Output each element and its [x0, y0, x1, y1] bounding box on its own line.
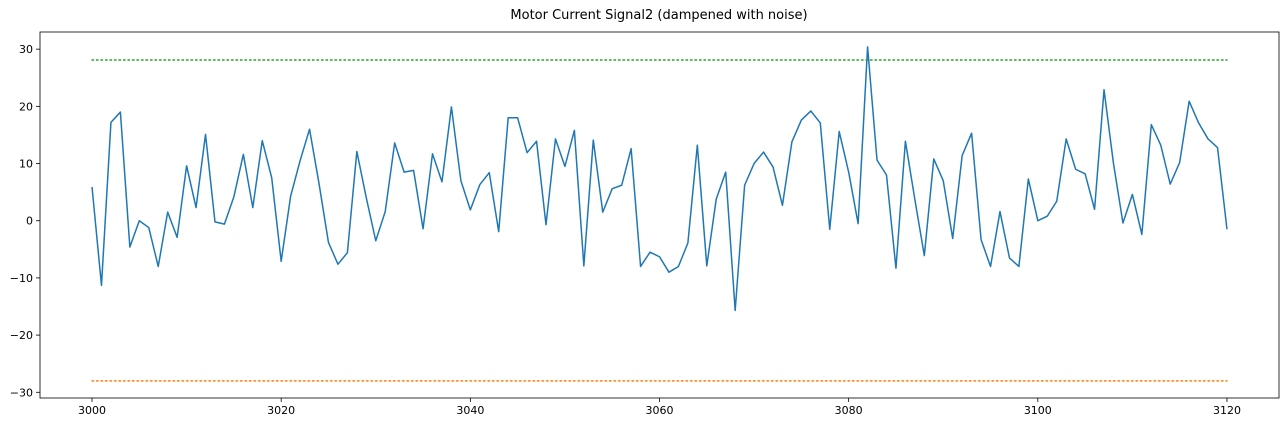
y-tick-label: 30: [19, 43, 33, 56]
x-tick-label: 3040: [456, 404, 484, 417]
x-tick-label: 3100: [1024, 404, 1052, 417]
signal-line: [91, 46, 1228, 312]
x-tick-label: 3080: [835, 404, 863, 417]
y-axis: −30 −20 −10 0 10 20 30: [10, 43, 40, 399]
axes-frame: [39, 31, 1280, 399]
y-tick-label: 0: [26, 215, 33, 228]
x-tick-label: 3000: [78, 404, 106, 417]
x-tick-label: 3020: [267, 404, 295, 417]
x-tick-label: 3120: [1213, 404, 1241, 417]
x-tick-label: 3060: [646, 404, 674, 417]
y-tick-label: 10: [19, 158, 33, 171]
y-tick-label: 20: [19, 100, 33, 113]
chart-title: Motor Current Signal2 (dampened with noi…: [510, 8, 807, 23]
series-layer: [91, 46, 1228, 382]
y-tick-label: −30: [10, 386, 33, 399]
x-axis: 3000 3020 3040 3060 3080 3100 3120: [78, 398, 1241, 417]
y-tick-label: −20: [10, 329, 33, 342]
y-tick-label: −10: [10, 272, 33, 285]
